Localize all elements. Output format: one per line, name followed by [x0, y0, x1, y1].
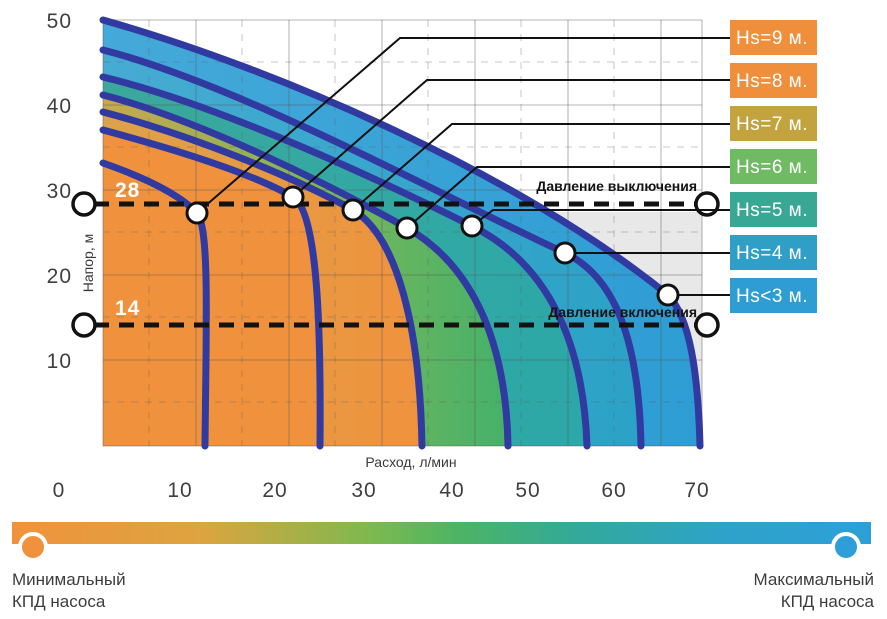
- marker-hs7: [341, 198, 365, 222]
- leader-hs9: [196, 37, 730, 214]
- marker-hs9: [185, 201, 209, 225]
- legend-label-hs6: Hs=6 м.: [736, 157, 808, 178]
- cutin-right-circle-icon: [694, 312, 720, 338]
- legend-label-hs5: Hs=5 м.: [736, 200, 808, 221]
- cutin-left-circle-icon: [71, 312, 97, 338]
- legend-chip-hs9: [730, 20, 817, 55]
- leader-hs8: [292, 79, 730, 198]
- legend-label-hs-lt3: Hs<3 м.: [736, 286, 808, 307]
- y-axis-title: Напор, м: [80, 234, 96, 292]
- curve-hs4: [99, 46, 645, 450]
- legend-chip-hs4: [730, 235, 817, 270]
- y-tick-10: 10: [47, 350, 72, 373]
- x-tick-50: 50: [515, 479, 540, 502]
- cutoff-left-circle-icon: [71, 191, 97, 217]
- leader-hs6: [406, 166, 730, 229]
- legend-label-hs8: Hs=8 м.: [736, 71, 808, 92]
- x-tick-10: 10: [167, 479, 192, 502]
- axes: 50 40 30 20 10 Напор, м Расход, л/мин 0 …: [47, 10, 709, 502]
- curve-hs-lt3: [99, 16, 704, 450]
- legend-chip-hs5: [730, 192, 817, 227]
- x-tick-40: 40: [439, 479, 464, 502]
- y-tick-50: 50: [47, 10, 72, 33]
- max-efficiency-label-line2: КПД насоса: [781, 592, 875, 611]
- leader-hs7: [352, 123, 730, 211]
- efficiency-gradient-bar: [12, 522, 871, 544]
- area-hs9: [103, 163, 207, 446]
- min-efficiency-label-line1: Минимальный: [12, 570, 126, 589]
- pressure-lines: 28 Давление выключения 14 Давление включ…: [71, 178, 720, 338]
- legend: Hs=9 м. Hs=8 м. Hs=7 м. Hs=6 м. Hs=5 м. …: [730, 20, 817, 313]
- y-tick-40: 40: [47, 95, 72, 118]
- x-axis-title: Расход, л/мин: [365, 454, 456, 470]
- cutoff-label: Давление выключения: [536, 178, 697, 194]
- marker-hs4: [553, 241, 577, 265]
- max-efficiency-dot-icon: [831, 532, 861, 562]
- legend-label-hs7: Hs=7 м.: [736, 114, 808, 135]
- min-efficiency-label-line2: КПД насоса: [12, 592, 106, 611]
- x-tick-60: 60: [601, 479, 626, 502]
- marker-hs-lt3: [656, 283, 680, 307]
- marker-hs6: [395, 216, 419, 240]
- x-tick-0: 0: [53, 479, 66, 502]
- legend-chip-hs-lt3: [730, 278, 817, 313]
- legend-chip-hs6: [730, 149, 817, 184]
- efficiency-bar: Минимальный КПД насоса Максимальный КПД …: [12, 522, 875, 611]
- legend-label-hs4: Hs=4 м.: [736, 243, 808, 264]
- legend-label-hs9: Hs=9 м.: [736, 28, 808, 49]
- marker-hs8: [281, 185, 305, 209]
- cutin-value: 14: [115, 297, 140, 320]
- max-efficiency-label-line1: Максимальный: [754, 570, 874, 589]
- y-tick-20: 20: [47, 265, 72, 288]
- cutoff-value: 28: [115, 179, 140, 202]
- y-tick-30: 30: [47, 180, 72, 203]
- cutin-label: Давление включения: [548, 304, 697, 320]
- legend-chip-hs7: [730, 106, 817, 141]
- curve-markers: [185, 185, 680, 307]
- marker-hs5: [460, 214, 484, 238]
- min-efficiency-dot-icon: [18, 532, 48, 562]
- x-tick-20: 20: [262, 479, 287, 502]
- x-tick-70: 70: [684, 479, 709, 502]
- x-tick-30: 30: [351, 479, 376, 502]
- cutoff-right-circle-icon: [694, 191, 720, 217]
- legend-chip-hs8: [730, 63, 817, 98]
